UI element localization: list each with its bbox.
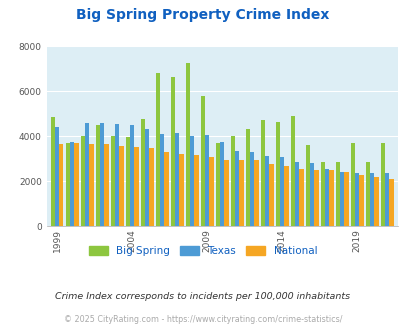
- Bar: [234, 151, 239, 226]
- Bar: [104, 144, 108, 226]
- Bar: [305, 145, 309, 226]
- Bar: [89, 144, 93, 226]
- Bar: [171, 77, 175, 226]
- Bar: [194, 155, 198, 226]
- Bar: [260, 120, 264, 226]
- Bar: [175, 133, 179, 226]
- Bar: [134, 148, 138, 226]
- Bar: [200, 96, 205, 226]
- Bar: [96, 125, 100, 226]
- Bar: [119, 146, 123, 226]
- Text: © 2025 CityRating.com - https://www.cityrating.com/crime-statistics/: © 2025 CityRating.com - https://www.city…: [64, 315, 341, 324]
- Bar: [343, 172, 348, 226]
- Bar: [249, 152, 254, 226]
- Bar: [335, 162, 339, 226]
- Bar: [290, 116, 294, 226]
- Bar: [299, 169, 303, 226]
- Bar: [369, 173, 373, 226]
- Bar: [269, 164, 273, 226]
- Bar: [66, 143, 70, 226]
- Bar: [294, 162, 299, 226]
- Bar: [365, 162, 369, 226]
- Bar: [179, 154, 183, 226]
- Text: Big Spring Property Crime Index: Big Spring Property Crime Index: [76, 8, 329, 22]
- Bar: [59, 144, 63, 226]
- Bar: [254, 160, 258, 226]
- Bar: [81, 136, 85, 226]
- Bar: [209, 157, 213, 226]
- Bar: [74, 143, 78, 226]
- Bar: [70, 142, 74, 226]
- Text: Crime Index corresponds to incidents per 100,000 inhabitants: Crime Index corresponds to incidents per…: [55, 292, 350, 301]
- Bar: [339, 172, 343, 226]
- Bar: [220, 142, 224, 226]
- Bar: [239, 160, 243, 226]
- Bar: [145, 129, 149, 226]
- Bar: [55, 127, 59, 226]
- Bar: [85, 123, 89, 226]
- Bar: [205, 135, 209, 226]
- Bar: [156, 73, 160, 226]
- Bar: [126, 137, 130, 226]
- Bar: [149, 148, 153, 226]
- Bar: [190, 136, 194, 226]
- Bar: [100, 123, 104, 226]
- Bar: [160, 134, 164, 226]
- Bar: [284, 166, 288, 226]
- Bar: [164, 152, 168, 226]
- Bar: [354, 173, 358, 226]
- Bar: [388, 179, 393, 226]
- Legend: Big Spring, Texas, National: Big Spring, Texas, National: [85, 242, 320, 260]
- Bar: [264, 156, 269, 226]
- Bar: [51, 117, 55, 226]
- Bar: [309, 163, 313, 226]
- Bar: [328, 170, 333, 226]
- Bar: [324, 169, 328, 226]
- Bar: [350, 143, 354, 226]
- Bar: [384, 173, 388, 226]
- Bar: [380, 143, 384, 226]
- Bar: [275, 121, 279, 226]
- Bar: [358, 176, 363, 226]
- Bar: [279, 157, 284, 226]
- Bar: [245, 129, 249, 226]
- Bar: [185, 63, 190, 226]
- Bar: [230, 136, 234, 226]
- Bar: [313, 170, 318, 226]
- Bar: [130, 125, 134, 226]
- Bar: [111, 136, 115, 226]
- Bar: [373, 177, 378, 226]
- Bar: [215, 143, 220, 226]
- Bar: [224, 160, 228, 226]
- Bar: [115, 124, 119, 226]
- Bar: [320, 162, 324, 226]
- Bar: [141, 119, 145, 226]
